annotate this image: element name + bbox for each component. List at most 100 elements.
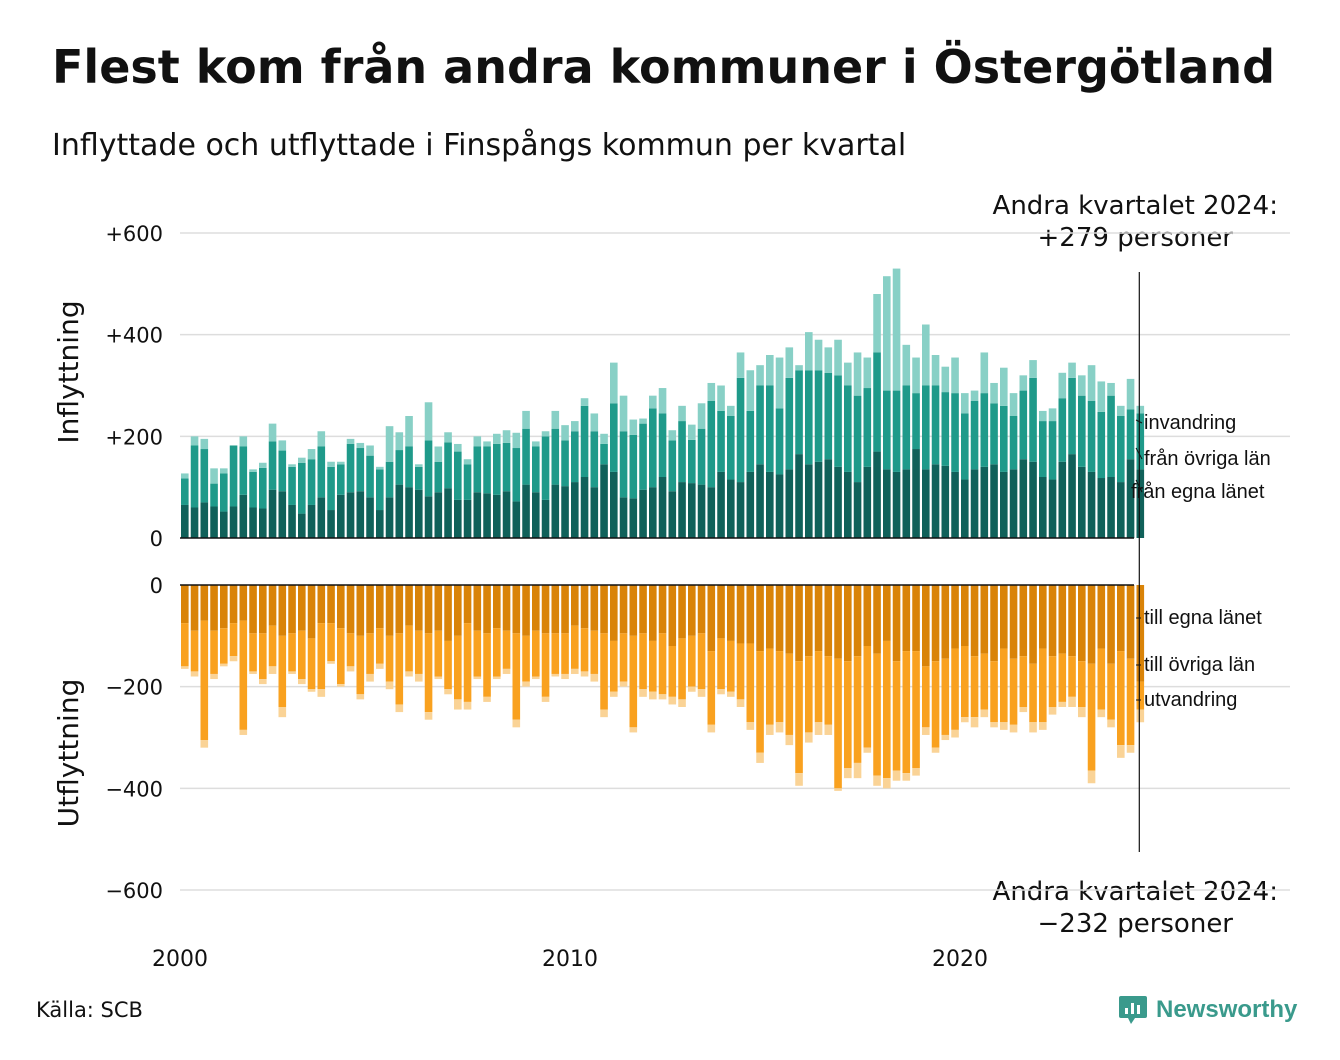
bar-in-2: [1107, 382, 1115, 396]
bar-out-0: [941, 585, 950, 659]
bar-out-1: [307, 638, 316, 690]
bar-in-2: [454, 443, 462, 452]
bar-in-1: [1117, 416, 1125, 483]
bar-out-0: [395, 585, 404, 634]
bar-in-1: [873, 352, 881, 452]
bar-out-2: [736, 699, 745, 707]
bar-in-1: [912, 393, 920, 450]
bar-out-1: [912, 651, 920, 768]
bar-out-1: [259, 633, 267, 680]
bar-out-0: [220, 585, 228, 629]
bar-in-0: [844, 471, 852, 538]
bar-in-1: [1126, 409, 1135, 460]
bar-in-2: [931, 355, 940, 386]
bar-out-0: [444, 585, 452, 641]
bar-out-1: [795, 661, 803, 774]
bar-out-1: [658, 633, 667, 695]
bar-in-1: [834, 375, 842, 467]
bar-in-0: [483, 493, 491, 538]
xtick-label: 2020: [932, 947, 988, 972]
bar-out-2: [844, 768, 852, 779]
bar-out-1: [502, 630, 511, 669]
annotation-bottom: Andra kvartalet 2024: −232 personer: [993, 876, 1278, 940]
bar-in-1: [1068, 377, 1076, 455]
bar-out-1: [1117, 651, 1125, 746]
bar-in-1: [746, 410, 755, 472]
bar-in-0: [561, 486, 569, 538]
bar-out-1: [883, 640, 891, 779]
bar-out-0: [980, 585, 989, 654]
bar-in-2: [259, 462, 267, 468]
bar-in-0: [532, 492, 540, 538]
bar-in-2: [532, 441, 540, 447]
bar-out-1: [200, 620, 209, 741]
bar-in-2: [961, 393, 969, 414]
bar-out-1: [970, 656, 979, 718]
series-label-out: utvandring: [1144, 689, 1237, 711]
bar-in-1: [639, 423, 647, 490]
bar-out-1: [288, 633, 296, 672]
bar-in-2: [912, 357, 920, 394]
bar-out-0: [1078, 585, 1086, 662]
bar-out-2: [746, 722, 755, 730]
bar-out-2: [912, 768, 920, 776]
bar-out-2: [424, 712, 433, 720]
bar-out-1: [463, 623, 472, 702]
bar-out-0: [493, 585, 501, 629]
bar-in-0: [405, 487, 413, 538]
bar-in-0: [785, 469, 794, 538]
bar-out-1: [961, 646, 969, 718]
bar-in-0: [522, 484, 530, 538]
bar-out-0: [883, 585, 891, 641]
bar-out-2: [444, 689, 452, 695]
bar-in-0: [961, 479, 969, 538]
bar-out-0: [922, 585, 930, 667]
bar-in-0: [600, 464, 608, 538]
bar-in-0: [717, 471, 725, 538]
bar-in-1: [844, 385, 852, 472]
bar-in-1: [337, 464, 345, 495]
bar-in-1: [405, 446, 413, 488]
bar-out-0: [210, 585, 218, 631]
bar-in-1: [551, 428, 560, 485]
bar-out-2: [717, 689, 725, 695]
bar-in-1: [619, 431, 628, 498]
bar-out-0: [990, 585, 998, 662]
bar-out-1: [181, 623, 189, 667]
bar-in-1: [1058, 398, 1067, 462]
bar-out-0: [551, 585, 560, 634]
brand-logo: Newsworthy: [1118, 994, 1297, 1026]
bar-in-0: [678, 482, 686, 538]
bar-in-1: [727, 416, 735, 480]
bar-out-0: [785, 585, 794, 654]
bar-in-0: [356, 491, 365, 538]
bar-out-2: [590, 673, 599, 682]
bar-out-2: [766, 724, 774, 735]
bar-out-1: [688, 635, 696, 687]
bar-out-1: [229, 623, 238, 657]
bar-out-2: [922, 727, 930, 735]
bar-in-0: [883, 469, 891, 538]
bar-in-2: [1136, 405, 1145, 414]
bar-in-2: [463, 459, 472, 465]
bar-in-1: [532, 446, 540, 493]
bar-in-2: [395, 432, 404, 451]
bar-in-2: [688, 424, 696, 440]
bar-out-0: [249, 585, 257, 634]
bar-in-1: [1136, 413, 1145, 470]
bar-out-0: [229, 585, 238, 624]
bar-out-0: [1136, 585, 1145, 682]
bar-in-1: [951, 393, 959, 472]
newsworthy-icon: [1119, 996, 1147, 1024]
bar-out-0: [892, 585, 901, 662]
bar-out-2: [610, 691, 618, 697]
bar-in-1: [990, 403, 998, 465]
bar-in-1: [892, 390, 901, 472]
bar-in-2: [619, 395, 628, 432]
bar-in-2: [1019, 375, 1028, 391]
bar-out-2: [356, 694, 365, 700]
bar-in-2: [220, 468, 228, 474]
bar-in-2: [805, 332, 813, 371]
bar-out-2: [327, 661, 335, 664]
